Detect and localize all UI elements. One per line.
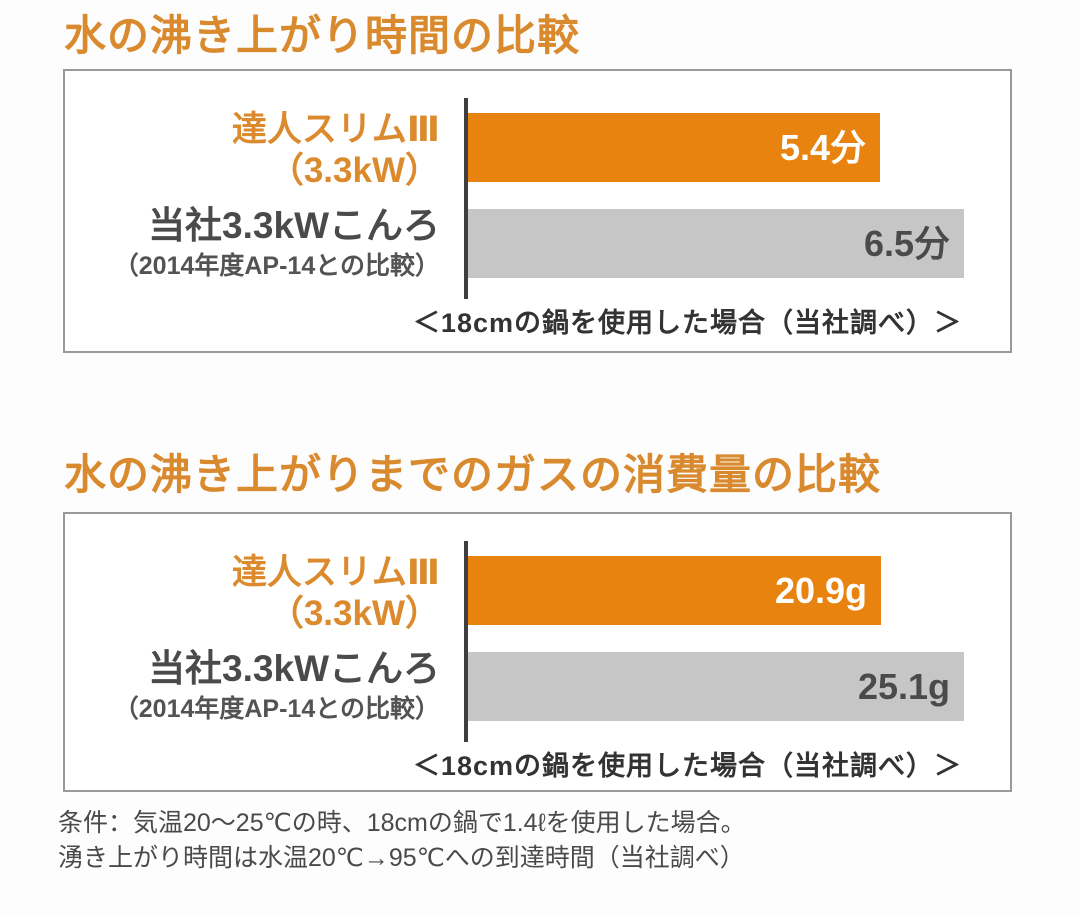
chart1-bar-conventional: 6.5分 — [468, 209, 964, 278]
chart1-bar-tatsujin: 5.4分 — [468, 113, 880, 182]
chart1-series2-label: 当社3.3kWこんろ （2014年度AP-14との比較） — [65, 203, 440, 281]
chart1-title: 水の沸き上がり時間の比較 — [64, 12, 581, 59]
chart1-series1-label: 達人スリムⅢ （3.3kW） — [65, 109, 440, 191]
chart2-note: ＜18cmの鍋を使用した場合（当社調べ）＞ — [412, 751, 962, 781]
conditions-footnote: 条件：気温20～25℃の時、18cmの鍋で1.4ℓを使用した場合。 湧き上がり時… — [58, 806, 746, 876]
chart1-note: ＜18cmの鍋を使用した場合（当社調べ）＞ — [412, 308, 962, 338]
chart2-panel: 達人スリムⅢ （3.3kW） 当社3.3kWこんろ （2014年度AP-14との… — [63, 512, 1012, 792]
chart1-axis-line — [464, 98, 468, 299]
chart2-series1-label-line1: 達人スリムⅢ — [231, 553, 440, 592]
chart1-series1-label-line1: 達人スリムⅢ — [231, 110, 440, 149]
conditions-footnote-line1: 条件：気温20～25℃の時、18cmの鍋で1.4ℓを使用した場合。 — [58, 809, 746, 837]
chart2-series1-label: 達人スリムⅢ （3.3kW） — [65, 552, 440, 634]
chart1-series2-label-line2: （2014年度AP-14との比較） — [113, 252, 440, 280]
chart2-series2-label-line1: 当社3.3kWこんろ — [148, 648, 440, 689]
chart2-bar-tatsujin: 20.9g — [468, 556, 881, 625]
chart1-series1-label-line2: （3.3kW） — [268, 151, 440, 190]
chart1-series2-label-line1: 当社3.3kWこんろ — [148, 205, 440, 246]
chart2-title: 水の沸き上がりまでのガスの消費量の比較 — [64, 451, 882, 498]
chart2-bar-conventional: 25.1g — [468, 652, 964, 721]
chart2-series2-label: 当社3.3kWこんろ （2014年度AP-14との比較） — [65, 646, 440, 724]
chart2-series2-label-line2: （2014年度AP-14との比較） — [113, 695, 440, 723]
chart2-axis-line — [464, 541, 468, 742]
chart1-panel: 達人スリムⅢ （3.3kW） 当社3.3kWこんろ （2014年度AP-14との… — [63, 69, 1012, 353]
chart2-series1-label-line2: （3.3kW） — [268, 594, 440, 633]
conditions-footnote-line2: 湧き上がり時間は水温20℃→95℃への到達時間（当社調べ） — [58, 844, 745, 872]
